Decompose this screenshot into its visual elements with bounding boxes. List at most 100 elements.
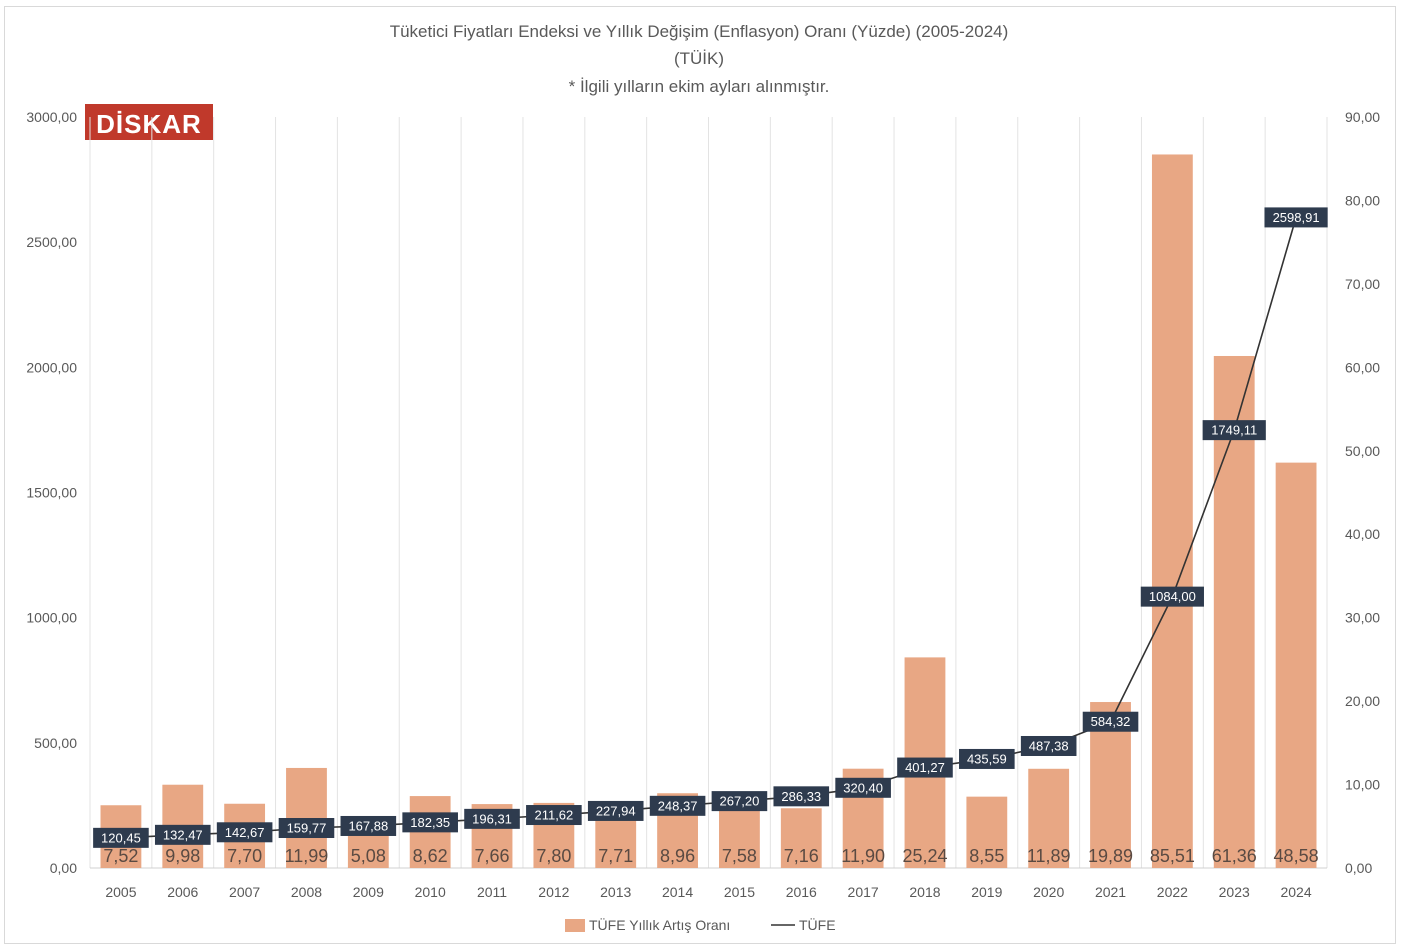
bar	[286, 767, 327, 868]
line-data-label-box	[1140, 586, 1204, 607]
line-data-label-box	[1264, 207, 1328, 228]
x-tick-label: 2019	[971, 884, 1002, 900]
line-data-label: 2598,91	[1273, 210, 1320, 225]
y-left-tick-label: 1000,00	[26, 610, 77, 626]
line-data-label-box	[402, 812, 458, 833]
bar	[780, 808, 822, 868]
line-data-label-box	[1020, 735, 1077, 756]
bar	[1213, 355, 1255, 869]
bar-data-label: 48,58	[1274, 846, 1319, 866]
line-data-label-box	[835, 777, 891, 798]
bar-data-label: 19,89	[1088, 846, 1133, 866]
y-left-tick-label: 3000,00	[26, 109, 77, 125]
y-left-tick-label: 0,00	[50, 860, 77, 876]
line-data-label: 320,40	[843, 780, 883, 795]
line-data-label-box	[216, 822, 273, 843]
x-tick-label: 2013	[600, 884, 631, 900]
line-data-label-box	[340, 815, 397, 836]
bar-data-label: 7,16	[784, 846, 819, 866]
line-data-label: 227,94	[596, 803, 636, 818]
x-tick-label: 2014	[662, 884, 693, 900]
line-data-label-box	[649, 795, 706, 816]
bar	[719, 804, 760, 868]
line-data-label: 248,37	[658, 798, 698, 813]
chart-subtitle: (TÜİK)	[674, 49, 724, 68]
bar-data-label: 61,36	[1212, 846, 1257, 866]
bar	[1275, 462, 1317, 868]
x-tick-label: 2020	[1033, 884, 1064, 900]
line-data-label-box	[93, 827, 149, 848]
line-data-label-box	[959, 748, 1015, 769]
bar-data-label: 11,99	[285, 846, 329, 866]
y-right-tick-label: 30,00	[1345, 610, 1380, 626]
line-data-label: 435,59	[967, 751, 1007, 766]
line-data-label-box	[278, 818, 335, 839]
x-tick-label: 2010	[415, 884, 446, 900]
logo: DİSKAR	[85, 104, 213, 140]
x-tick-label: 2015	[724, 884, 755, 900]
y-left-tick-label: 1500,00	[26, 485, 77, 501]
line-data-label-box	[587, 800, 644, 821]
x-tick-label: 2011	[477, 884, 507, 900]
bar	[1151, 154, 1193, 868]
bar	[966, 796, 1008, 868]
y-right-tick-label: 20,00	[1345, 693, 1380, 709]
line-data-label-box	[1082, 711, 1139, 732]
x-tick-label: 2024	[1280, 884, 1311, 900]
line-data-label: 401,27	[905, 760, 945, 775]
bar-data-label: 85,51	[1150, 846, 1195, 866]
line-data-label-box	[464, 808, 520, 829]
x-tick-label: 2017	[848, 884, 879, 900]
line-data-label: 159,77	[287, 821, 327, 836]
bar-data-label: 8,96	[660, 846, 695, 866]
bar-data-label: 7,70	[227, 846, 262, 866]
bar-data-label: 9,98	[165, 846, 200, 866]
line-data-label-box	[526, 805, 582, 826]
y-right-tick-label: 80,00	[1345, 192, 1380, 208]
line-data-label: 286,33	[781, 789, 821, 804]
line-data-label: 211,62	[534, 808, 573, 823]
line-data-label: 584,32	[1091, 714, 1131, 729]
line-data-label-box	[154, 824, 211, 845]
y-right-tick-label: 10,00	[1345, 777, 1380, 793]
x-tick-label: 2018	[909, 884, 940, 900]
x-tick-label: 2005	[105, 884, 136, 900]
line-data-label: 132,47	[163, 827, 203, 842]
y-right-tick-label: 40,00	[1345, 526, 1380, 542]
line-data-label: 1749,11	[1211, 423, 1257, 438]
line-data-label-box	[897, 757, 953, 778]
bar-data-label: 8,55	[969, 846, 1004, 866]
y-right-tick-label: 60,00	[1345, 359, 1380, 375]
logo-background	[85, 104, 213, 140]
x-tick-label: 2006	[167, 884, 198, 900]
bar	[1028, 768, 1070, 868]
line-data-label: 196,31	[472, 811, 512, 826]
logo-text: DİSKAR	[96, 109, 202, 139]
y-right-tick-label: 50,00	[1345, 443, 1380, 459]
chart-frame: Tüketici Fiyatları Endeksi ve Yıllık Değ…	[4, 6, 1396, 944]
line-data-label: 487,38	[1029, 738, 1069, 753]
bar-data-label: 7,80	[536, 846, 571, 866]
bar-data-label: 7,58	[722, 846, 757, 866]
legend-line-label: TÜFE	[799, 916, 836, 933]
chart-note: * İlgili yılların ekim ayları alınmıştır…	[569, 77, 830, 96]
line-data-label: 142,67	[225, 825, 265, 840]
bar-data-label: 8,62	[413, 846, 448, 866]
line-data-label: 1084,00	[1149, 589, 1196, 604]
x-tick-label: 2023	[1219, 884, 1250, 900]
x-tick-label: 2009	[353, 884, 384, 900]
x-tick-label: 2008	[291, 884, 322, 900]
x-tick-label: 2021	[1095, 884, 1126, 900]
line-data-label-box	[711, 791, 768, 812]
line-data-label: 182,35	[410, 815, 450, 830]
x-tick-label: 2016	[786, 884, 817, 900]
chart-title: Tüketici Fiyatları Endeksi ve Yıllık Değ…	[390, 22, 1009, 41]
line-data-label: 267,20	[720, 794, 760, 809]
line-data-label-box	[1202, 420, 1266, 441]
bar-data-label: 7,52	[103, 846, 138, 866]
legend-bar-label: TÜFE Yıllık Artış Oranı	[589, 916, 730, 933]
bar-data-label: 11,89	[1027, 846, 1071, 866]
x-tick-label: 2007	[229, 884, 260, 900]
bar-data-label: 25,24	[902, 846, 947, 866]
legend-bar-swatch	[565, 919, 585, 932]
